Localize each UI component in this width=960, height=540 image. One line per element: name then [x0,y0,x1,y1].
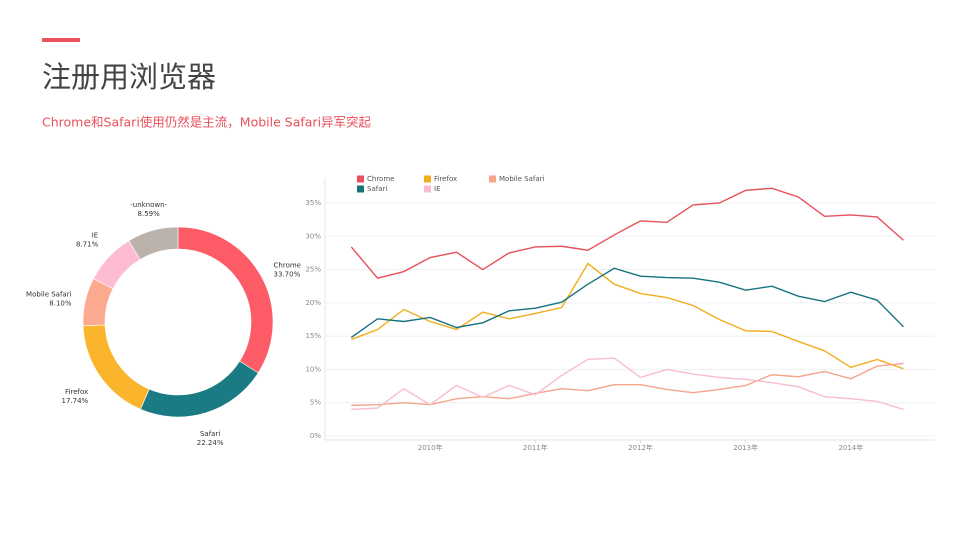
accent-bar [42,38,80,42]
slice-value-label: 33.70% [274,271,301,279]
legend-label: Safari [367,185,387,193]
donut-slice [140,360,259,418]
legend-swatch [489,175,496,183]
slide-subtitle: Chrome和Safari使用仍然是主流，Mobile Safari异军突起 [42,115,372,130]
y-tick-label: 10% [305,365,321,373]
series-line [351,362,904,407]
slice-label: Safari [200,430,220,438]
donut-slice [177,226,274,374]
legend-label: Mobile Safari [499,175,545,183]
legend-label: Firefox [434,175,457,183]
slide-title: 注册用浏览器 [42,60,216,94]
donut-slice [128,226,179,260]
slice-label: Mobile Safari [26,291,72,299]
series-line [351,262,904,370]
slice-value-label: 8.10% [49,300,72,308]
y-tick-label: 15% [305,332,321,340]
y-tick-label: 30% [305,232,321,240]
legend-swatch [424,175,431,183]
series-line [350,267,904,339]
slice-value-label: 22.24% [197,439,224,447]
y-tick-label: 0% [310,432,321,440]
slice-value-label: 8.71% [76,241,99,249]
series-line [351,357,904,411]
x-tick-label: 2014年 [838,443,863,452]
series-line [350,187,904,279]
y-tick-label: 35% [305,199,321,207]
slice-label: -unknown- [130,201,167,209]
legend-swatch [357,175,364,183]
x-tick-label: 2011年 [523,443,548,452]
slice-value-label: 8.59% [138,210,161,218]
y-tick-label: 20% [305,299,321,307]
slice-label: Chrome [274,262,301,270]
legend-swatch [424,185,431,193]
x-tick-label: 2010年 [418,443,443,452]
y-tick-label: 25% [305,266,321,274]
x-tick-label: 2013年 [733,443,758,452]
x-tick-label: 2012年 [628,443,653,452]
slice-label: IE [92,232,99,240]
legend-label: IE [434,185,441,193]
legend-swatch [357,185,364,193]
slice-label: Firefox [65,388,88,396]
slice-value-label: 17.74% [61,397,88,405]
legend-label: Chrome [367,175,394,183]
y-tick-label: 5% [310,399,321,407]
donut-slice [82,324,150,410]
